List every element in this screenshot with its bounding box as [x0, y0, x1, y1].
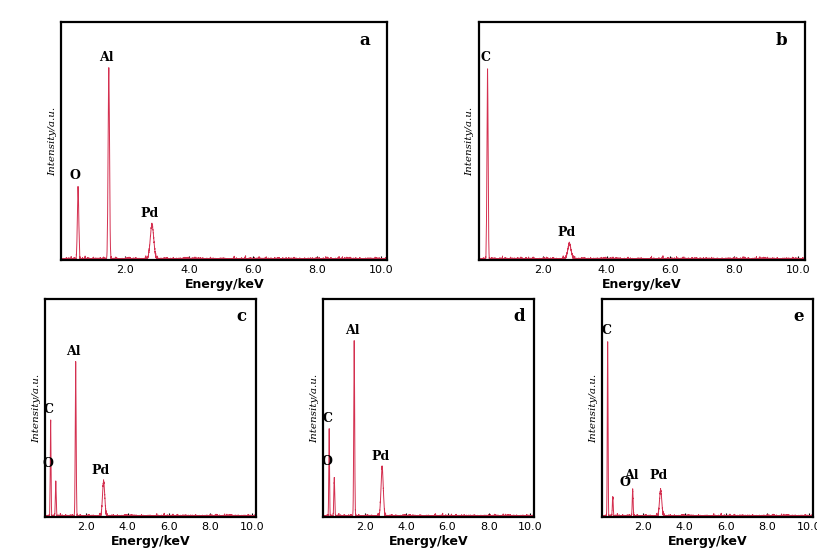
Text: O: O	[619, 476, 630, 489]
X-axis label: Energy/keV: Energy/keV	[389, 535, 469, 548]
Y-axis label: Intensity/a.u.: Intensity/a.u.	[48, 107, 57, 176]
Text: c: c	[236, 308, 246, 325]
Text: O: O	[42, 457, 53, 470]
Text: Pd: Pd	[371, 450, 390, 463]
Text: O: O	[322, 455, 333, 468]
X-axis label: Energy/keV: Energy/keV	[185, 278, 264, 291]
Text: Pd: Pd	[557, 226, 576, 239]
Text: O: O	[69, 169, 80, 182]
Text: a: a	[359, 32, 370, 49]
Text: Al: Al	[66, 345, 81, 358]
Text: C: C	[43, 403, 53, 416]
Text: C: C	[480, 51, 490, 64]
Text: Pd: Pd	[649, 469, 667, 482]
Y-axis label: Intensity/a.u.: Intensity/a.u.	[466, 107, 475, 176]
X-axis label: Energy/keV: Energy/keV	[667, 535, 748, 548]
Text: C: C	[322, 411, 333, 425]
Text: Al: Al	[624, 469, 639, 482]
Text: d: d	[514, 308, 525, 325]
Text: Al: Al	[346, 324, 360, 338]
Text: Pd: Pd	[140, 207, 158, 220]
Y-axis label: Intensity/a.u.: Intensity/a.u.	[310, 373, 319, 443]
Y-axis label: Intensity/a.u.: Intensity/a.u.	[589, 373, 598, 443]
Text: Al: Al	[100, 51, 114, 64]
Text: b: b	[776, 32, 788, 49]
X-axis label: Energy/keV: Energy/keV	[602, 278, 681, 291]
Text: C: C	[601, 324, 611, 338]
X-axis label: Energy/keV: Energy/keV	[110, 535, 190, 548]
Text: Pd: Pd	[92, 464, 109, 477]
Text: e: e	[792, 308, 803, 325]
Y-axis label: Intensity/a.u.: Intensity/a.u.	[32, 373, 41, 443]
